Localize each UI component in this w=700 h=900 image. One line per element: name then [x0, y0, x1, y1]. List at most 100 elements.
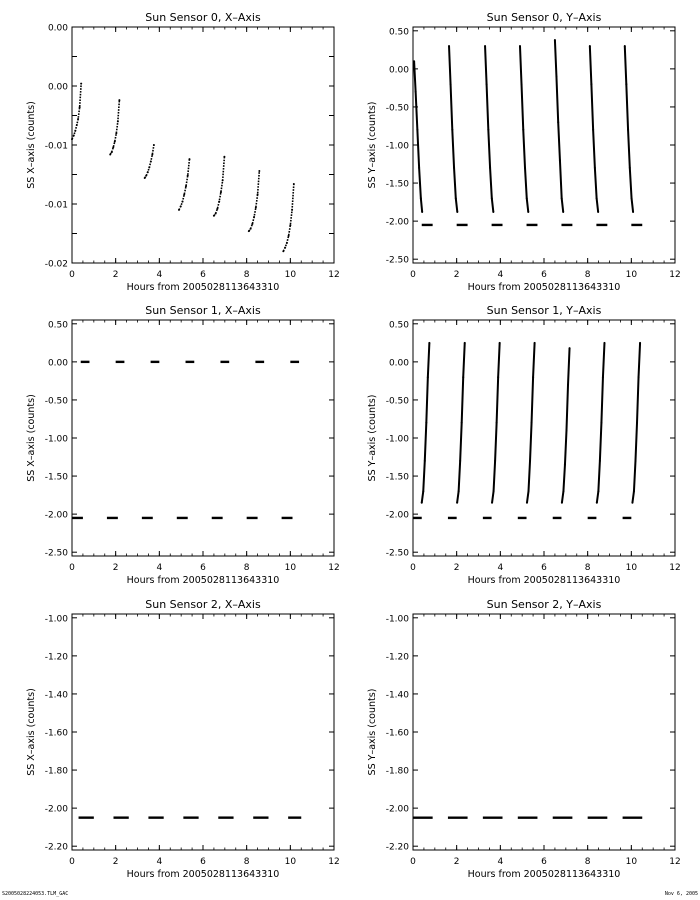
data-point	[72, 134, 75, 137]
data-point	[598, 459, 601, 462]
data-series-line	[420, 342, 431, 503]
data-point	[115, 132, 118, 135]
data-point	[597, 210, 600, 213]
chart-title: Sun Sensor 2, Y–Axis	[487, 598, 602, 611]
x-tick-label: 8	[585, 270, 591, 280]
data-point	[518, 45, 521, 48]
y-axis-label: SS Y–axis (counts)	[367, 102, 378, 189]
y-tick-label: -1.60	[386, 729, 410, 739]
y-tick-label: -2.00	[386, 218, 410, 228]
y-tick-label: -2.20	[45, 843, 69, 853]
data-point	[414, 90, 417, 93]
data-point	[216, 207, 219, 210]
chart-panel-4: Sun Sensor 2, X–Axis 0 2 4 6 8 10 12 -1.00 -1.20 -…	[26, 598, 340, 880]
y-tick-label: -1.00	[386, 614, 410, 624]
x-tick-label: 6	[200, 857, 206, 867]
plot-frame	[71, 319, 335, 557]
y-tick-label: -0.02	[45, 260, 68, 270]
data-point	[426, 376, 429, 379]
y-tick-label: -0.50	[45, 396, 69, 406]
data-series-line	[631, 342, 642, 503]
data-point	[463, 341, 466, 344]
data-point	[188, 158, 191, 161]
data-point	[146, 171, 149, 174]
data-point	[282, 250, 285, 253]
data-point	[223, 155, 226, 158]
chart-panel-3: Sun Sensor 1, Y–Axis 0 2 4 6 8 10 12 0.50 0.00 -0.…	[367, 304, 681, 586]
data-series-line	[213, 156, 226, 217]
data-point	[567, 383, 570, 386]
x-tick-label: 12	[669, 563, 680, 573]
data-series-line	[109, 100, 121, 155]
data-point	[601, 376, 604, 379]
x-tick-label: 4	[497, 857, 503, 867]
data-point	[636, 421, 639, 424]
y-tick-label: -1.00	[45, 435, 69, 445]
y-axis-label: SS X–axis (counts)	[26, 394, 37, 482]
data-point	[416, 128, 419, 131]
x-tick-label: 0	[410, 270, 416, 280]
x-tick-label: 2	[113, 563, 119, 573]
data-point	[485, 83, 488, 86]
data-series-line	[282, 183, 295, 252]
data-point	[113, 140, 116, 143]
x-tick-label: 8	[244, 563, 250, 573]
y-axis-label: SS X–axis (counts)	[26, 101, 37, 189]
data-point	[603, 341, 606, 344]
y-tick-label: 0.00	[389, 65, 409, 75]
x-tick-label: 6	[541, 563, 547, 573]
data-point	[555, 75, 558, 78]
data-series-line	[518, 45, 530, 213]
x-tick-label: 12	[328, 857, 339, 867]
data-point	[423, 459, 426, 462]
data-point	[491, 501, 494, 504]
data-point	[448, 45, 451, 48]
data-point	[428, 341, 431, 344]
data-point	[532, 376, 535, 379]
data-point	[421, 210, 424, 213]
data-point	[560, 197, 563, 200]
y-tick-label: -1.50	[45, 473, 69, 483]
data-point	[530, 421, 533, 424]
data-point	[460, 421, 463, 424]
y-axis-label: SS Y–axis (counts)	[367, 689, 378, 776]
data-point	[449, 83, 452, 86]
data-point	[494, 459, 497, 462]
plot-frame	[71, 613, 335, 851]
data-point	[177, 208, 180, 211]
x-axis-label: Hours from 2005028113643310	[468, 575, 621, 586]
y-tick-label: -1.40	[386, 690, 410, 700]
data-point	[495, 421, 498, 424]
data-series-line	[595, 342, 606, 503]
data-point	[247, 230, 250, 233]
data-point	[456, 501, 459, 504]
data-point	[456, 210, 459, 213]
data-point	[560, 501, 563, 504]
data-point	[71, 138, 73, 141]
data-point	[590, 83, 593, 86]
x-tick-label: 10	[626, 563, 638, 573]
data-point	[593, 166, 596, 169]
x-tick-label: 2	[454, 270, 460, 280]
data-point	[413, 60, 416, 63]
data-point	[110, 151, 113, 154]
data-point	[595, 501, 598, 504]
x-tick-label: 0	[69, 270, 75, 280]
x-tick-label: 0	[410, 563, 416, 573]
y-tick-label: 0.00	[48, 24, 68, 34]
data-point	[454, 197, 457, 200]
data-point	[184, 185, 187, 188]
data-series-line	[144, 144, 155, 179]
x-tick-label: 4	[497, 270, 503, 280]
plot-frame	[71, 26, 335, 264]
x-tick-label: 8	[585, 563, 591, 573]
data-point	[256, 193, 259, 196]
data-point	[527, 490, 530, 493]
data-point	[145, 174, 148, 177]
data-point	[186, 174, 189, 177]
x-tick-label: 8	[244, 857, 250, 867]
data-point	[568, 347, 571, 350]
x-tick-label: 2	[113, 857, 119, 867]
y-tick-label: -2.00	[386, 805, 410, 815]
data-series-line	[623, 45, 635, 213]
